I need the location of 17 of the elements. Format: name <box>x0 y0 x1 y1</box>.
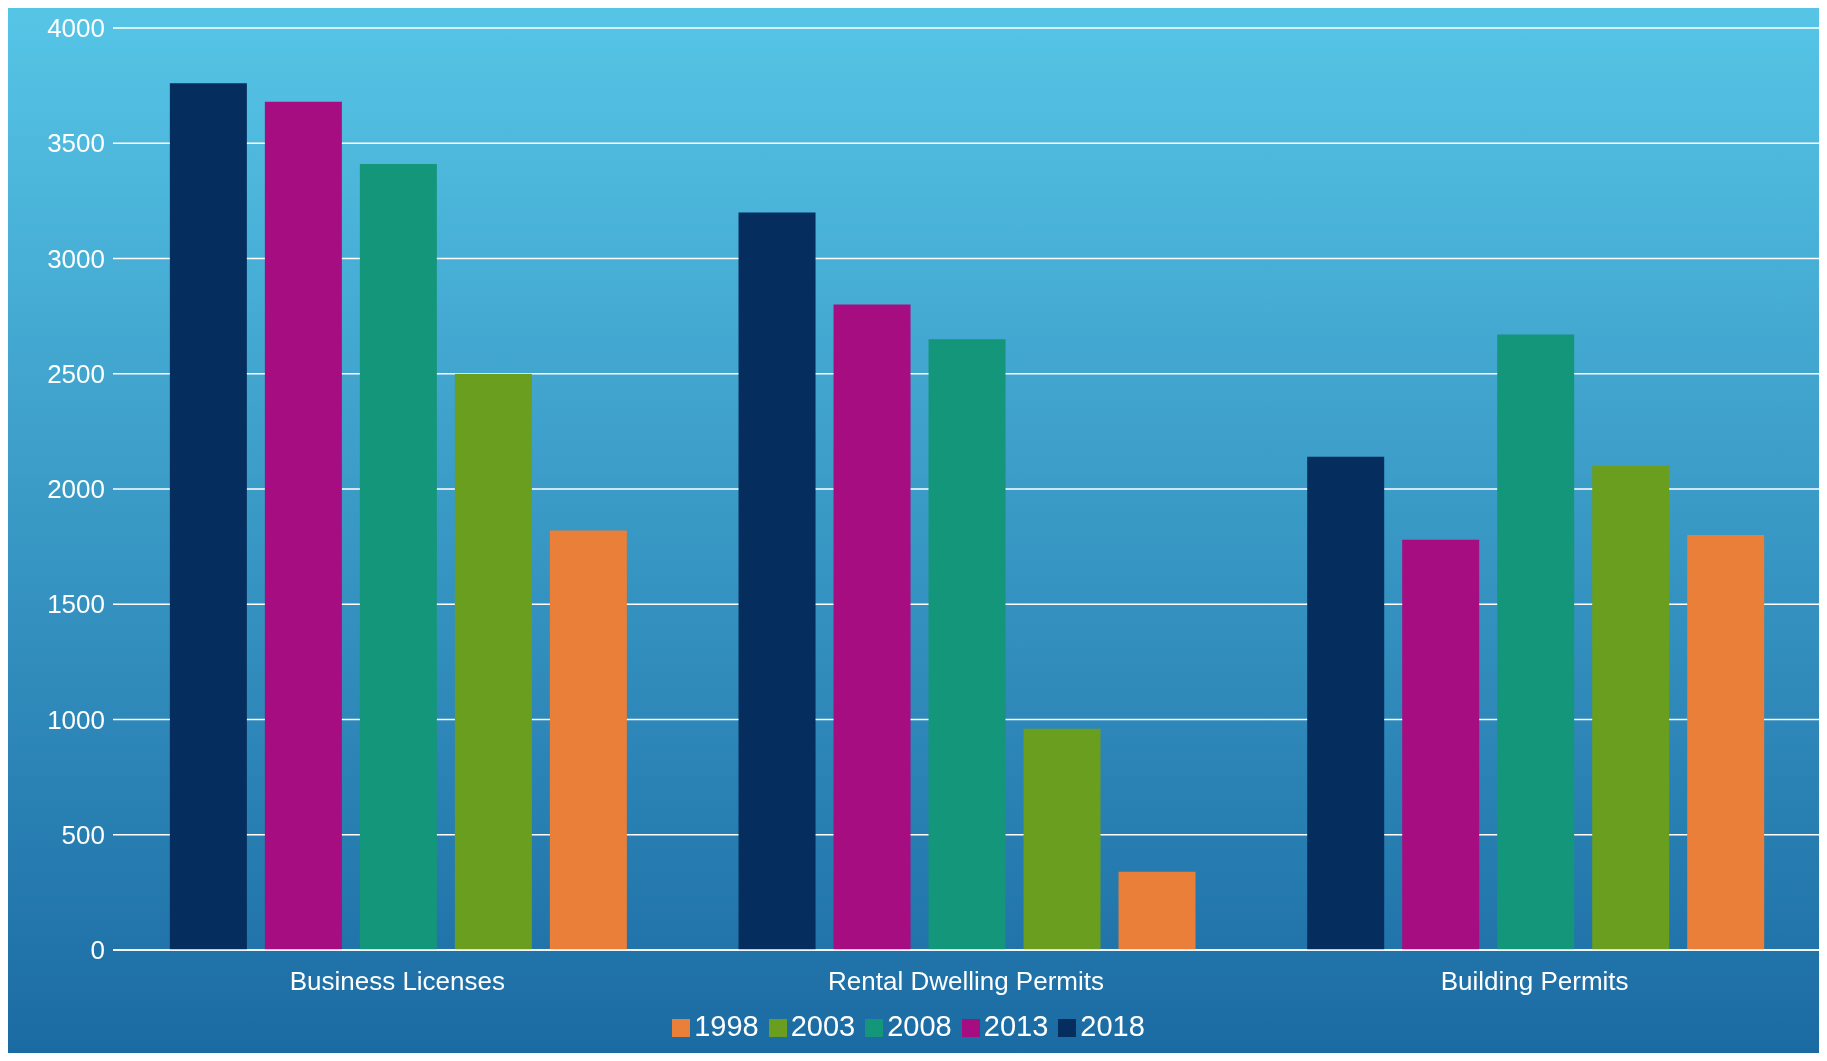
y-tick-label: 500 <box>61 819 105 850</box>
y-tick-label: 3000 <box>47 243 105 274</box>
y-tick-label: 1500 <box>47 589 105 620</box>
y-tick-label: 2500 <box>47 358 105 389</box>
legend-label: 2018 <box>1080 1010 1145 1042</box>
x-tick-label: Building Permits <box>1440 966 1629 997</box>
legend-label: 2013 <box>983 1010 1049 1042</box>
x-tick-label: Business Licenses <box>289 966 506 997</box>
y-tick-label: 2000 <box>47 474 105 505</box>
legend-label: 2008 <box>887 1010 952 1042</box>
y-tick-label: 3500 <box>47 128 105 159</box>
y-tick-label: 1000 <box>47 704 105 735</box>
y-tick-label: 4000 <box>47 13 105 44</box>
legend-label: 1998 <box>694 1010 759 1042</box>
y-tick-label: 0 <box>90 935 105 966</box>
legend-label: 2003 <box>790 1010 856 1042</box>
x-tick-label: Rental Dwelling Permits <box>828 966 1104 997</box>
